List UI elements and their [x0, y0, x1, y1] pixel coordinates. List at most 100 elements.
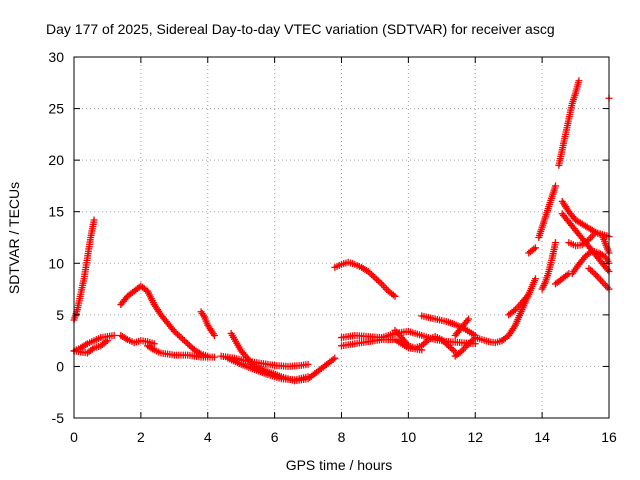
data-point: [438, 336, 446, 344]
y-tick-label: 5: [56, 307, 64, 323]
data-point: [523, 292, 531, 300]
data-point: [463, 317, 471, 325]
data-point: [364, 268, 372, 276]
series-arc-d: [117, 282, 212, 360]
data-point: [304, 360, 312, 368]
data-point: [180, 337, 188, 345]
series-arc-s: [505, 290, 533, 319]
x-tick-label: 2: [137, 429, 145, 445]
y-tick-label: 20: [48, 152, 64, 168]
series-arc-w: [552, 270, 573, 288]
data-point: [169, 326, 177, 334]
data-point: [552, 239, 559, 247]
data-point: [575, 77, 583, 85]
series-arc-ac: [585, 264, 613, 293]
grid-lines: [74, 57, 609, 418]
data-point: [175, 332, 183, 340]
series-arc-ab: [558, 210, 613, 276]
data-point: [391, 292, 399, 300]
data-point: [466, 338, 474, 346]
data-point: [182, 338, 190, 346]
series-arc-j: [224, 354, 312, 384]
x-tick-label: 10: [401, 429, 417, 445]
y-tick-label: 10: [48, 255, 64, 271]
data-point: [366, 269, 374, 277]
data-point: [450, 346, 458, 354]
data-point: [82, 341, 90, 349]
series-arc-m: [338, 336, 426, 354]
data-point: [373, 275, 381, 283]
y-tick-label: 15: [48, 204, 64, 220]
x-tick-label: 12: [467, 429, 483, 445]
data-point: [185, 341, 193, 349]
data-point: [423, 337, 431, 345]
data-point: [403, 340, 411, 348]
data-point: [418, 342, 426, 350]
x-tick-label: 14: [534, 429, 550, 445]
data-markers: [70, 77, 613, 385]
series-arc-v: [538, 239, 559, 293]
data-point: [122, 335, 130, 343]
data-point: [445, 342, 452, 350]
data-point: [90, 216, 98, 224]
data-point: [531, 275, 539, 283]
x-tick-label: 8: [338, 429, 346, 445]
data-point: [531, 244, 539, 252]
data-point: [510, 307, 518, 315]
data-point: [465, 340, 473, 348]
series-arc-o: [418, 312, 479, 339]
series-arc-n: [391, 326, 459, 356]
data-point: [590, 269, 598, 277]
series-arc-k: [331, 258, 399, 300]
data-point: [552, 182, 559, 190]
x-tick-label: 16: [601, 429, 617, 445]
x-tick-label: 4: [204, 429, 212, 445]
data-point: [465, 315, 473, 323]
data-point: [329, 355, 337, 363]
data-point: [389, 291, 397, 299]
data-point: [369, 272, 377, 280]
data-point: [470, 335, 478, 343]
data-point: [187, 343, 195, 351]
data-point: [179, 335, 187, 343]
y-tick-label: 0: [56, 358, 64, 374]
data-point: [587, 266, 595, 274]
data-point: [110, 331, 118, 339]
series-arc-q: [451, 315, 473, 339]
data-point: [604, 266, 612, 274]
series-arc-x: [555, 77, 583, 169]
data-point: [439, 337, 447, 345]
data-point: [446, 343, 454, 351]
data-point: [441, 339, 449, 347]
data-point: [174, 330, 182, 338]
data-point: [172, 329, 180, 337]
y-tick-label: 30: [48, 49, 64, 65]
data-point: [149, 345, 157, 353]
data-point: [376, 278, 384, 286]
y-tick-label: -5: [52, 410, 65, 426]
y-axis-label: SDTVAR / TECUs: [6, 182, 22, 294]
series-arc-e: [117, 331, 158, 348]
data-point: [368, 271, 376, 279]
data-point: [374, 277, 382, 285]
series-arc-a: [70, 216, 98, 324]
data-point: [588, 268, 596, 276]
data-point: [419, 340, 427, 348]
series-arc-f: [144, 342, 218, 361]
data-point: [177, 334, 185, 342]
data-point: [585, 264, 593, 272]
series-arc-g: [197, 308, 218, 339]
series-arc-t: [525, 244, 539, 257]
series-arc-p: [451, 334, 506, 360]
data-point: [563, 271, 571, 279]
data-point: [170, 327, 178, 335]
data-point: [103, 337, 111, 345]
x-tick-label: 6: [271, 429, 279, 445]
data-point: [421, 339, 429, 347]
x-tick-label: 0: [70, 429, 78, 445]
series-arc-u: [535, 182, 559, 241]
axis-ticks: 0 2 4 6 8 10 12 14 16 -5 0 5 10 15 20 25 30: [48, 49, 617, 445]
x-axis-label: GPS time / hours: [286, 457, 393, 473]
y-tick-label: 25: [48, 101, 64, 117]
data-point: [331, 354, 339, 362]
